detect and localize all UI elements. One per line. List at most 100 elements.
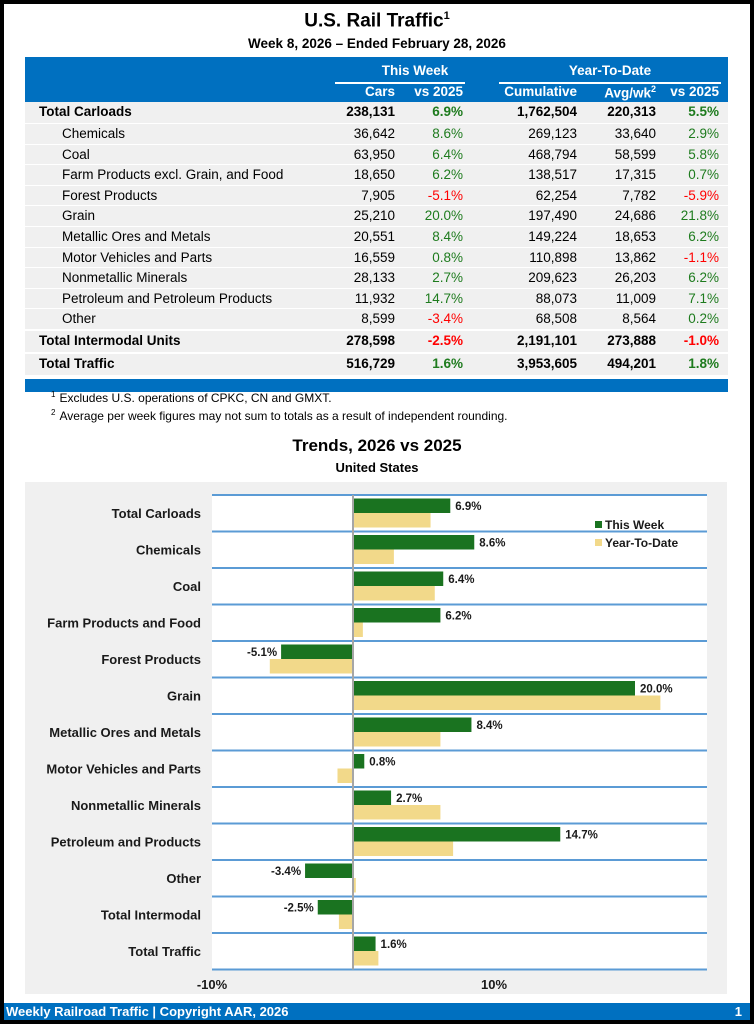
table-row: Total Carloads 238,131 6.9% 1,762,504 220,31…: [25, 102, 728, 124]
bar-this-week: [353, 535, 475, 550]
week-change-value: 20.0%: [424, 208, 463, 224]
category-label: Grain: [167, 689, 201, 704]
col-header-cumulative: Cumulative: [504, 84, 577, 99]
table-row: Other 8,599 -3.4% 68,508 8,564 0.2%: [25, 309, 728, 330]
category-label: Total Carloads: [112, 506, 201, 521]
footnote-mark: 2: [51, 408, 56, 417]
category-label: Forest Products: [101, 652, 201, 667]
avg-week-value: 18,653: [614, 228, 656, 244]
avg-week-value: 26,203: [614, 270, 656, 286]
data-label: 14.7%: [565, 830, 598, 842]
data-label: 8.4%: [476, 720, 502, 732]
footnote-text: Average per week figures may not sum to …: [59, 409, 508, 423]
category-label: Motor Vehicles and Parts: [46, 762, 201, 777]
bar-ytd: [337, 768, 353, 783]
bar-this-week: [353, 498, 451, 513]
bar-this-week: [281, 644, 353, 659]
cumulative-value: 468,794: [528, 146, 577, 162]
week-change-value: -2.5%: [427, 332, 463, 348]
avg-week-value: 220,313: [607, 104, 656, 119]
ytd-change-value: 0.2%: [688, 311, 719, 327]
category-label: Petroleum and Products: [51, 835, 201, 850]
group-underline: [335, 82, 465, 84]
row-label: Total Intermodal Units: [39, 332, 181, 348]
chart-panel: Total Carloads 6.9% Chemicals 8.6% Coal 6.4% F…: [25, 482, 727, 994]
avg-week-value: 8,564: [622, 311, 656, 327]
category-label: Nonmetallic Minerals: [71, 798, 201, 813]
bar-ytd: [353, 622, 363, 637]
row-label: Petroleum and Petroleum Products: [62, 290, 273, 306]
bar-ytd: [353, 586, 435, 601]
col-header-avg: Avg/wk2: [580, 84, 656, 101]
week-change-value: -3.4%: [427, 311, 463, 327]
ytd-change-value: 7.1%: [688, 290, 719, 306]
bar-ytd: [269, 659, 353, 674]
table-row: Forest Products 7,905 -5.1% 62,254 7,782 -5.9…: [25, 185, 728, 207]
table-row: Motor Vehicles and Parts 16,559 0.8% 110,89…: [25, 247, 728, 269]
cumulative-value: 149,224: [528, 228, 577, 244]
cumulative-value: 269,123: [528, 126, 577, 141]
table-row: Farm Products excl. Grain, and Food 18,65…: [25, 165, 728, 186]
legend-swatch-ytd: [595, 539, 602, 546]
page: U.S. Rail Traffic1 Week 8, 2026 – Ended …: [4, 4, 750, 1020]
bar-this-week: [353, 571, 444, 586]
week-change-value: 8.4%: [432, 228, 463, 244]
trends-bar-chart: Total Carloads 6.9% Chemicals 8.6% Coal 6.4% F…: [46, 494, 707, 992]
week-change-value: 1.6%: [432, 355, 463, 371]
cumulative-value: 197,490: [528, 208, 577, 224]
category-label: Farm Products and Food: [47, 616, 201, 631]
week-change-value: 2.7%: [432, 270, 463, 286]
bar-this-week: [353, 754, 365, 769]
page-footer: Weekly Railroad Traffic | Copyright AAR,…: [4, 1003, 750, 1020]
data-label: 8.6%: [479, 538, 505, 550]
footnote-text: Excludes U.S. operations of CPKC, CN and…: [59, 391, 332, 405]
page-subtitle: Week 8, 2026 – Ended February 28, 2026: [248, 36, 506, 51]
avg-week-value: 24,686: [614, 208, 656, 224]
data-label: 6.4%: [448, 574, 474, 586]
data-label: 20.0%: [640, 684, 673, 696]
data-label: 6.2%: [445, 611, 471, 623]
cumulative-value: 1,762,504: [516, 104, 577, 119]
ytd-change-value: 6.2%: [688, 270, 719, 286]
chart-title: Trends, 2026 vs 2025: [292, 436, 462, 455]
x-tick-label: -10%: [197, 977, 228, 992]
table-row: Grain 25,210 20.0% 197,490 24,686 21.8%: [25, 206, 728, 227]
group-header-ytd: Year-To-Date: [568, 63, 652, 78]
col-header-ytd-vs: vs 2025: [670, 84, 719, 99]
cumulative-value: 88,073: [535, 290, 577, 306]
bar-this-week: [353, 790, 392, 805]
ytd-change-value: 2.9%: [688, 126, 719, 141]
avg-week-value: 33,640: [614, 126, 656, 141]
data-label: -5.1%: [247, 647, 277, 659]
cumulative-value: 209,623: [528, 270, 577, 286]
cars-value: 20,551: [353, 228, 395, 244]
bar-this-week: [353, 681, 635, 696]
group-underline: [499, 82, 721, 84]
cumulative-value: 68,508: [535, 311, 577, 327]
cars-value: 8,599: [361, 311, 395, 327]
cars-value: 11,932: [354, 290, 395, 306]
legend-label-ytd: Year-To-Date: [605, 536, 678, 550]
legend-swatch-this-week: [595, 521, 602, 528]
week-change-value: 6.9%: [432, 104, 463, 119]
bar-ytd: [353, 805, 441, 820]
week-change-value: -5.1%: [427, 187, 463, 203]
avg-label: Avg/wk: [604, 85, 651, 101]
data-label: 6.9%: [455, 501, 481, 513]
category-label: Total Traffic: [128, 944, 201, 959]
plot-area: [212, 495, 707, 970]
category-label: Total Intermodal: [101, 908, 201, 923]
bar-this-week: [317, 900, 353, 915]
ytd-change-value: -5.9%: [683, 187, 719, 203]
footer-text: Weekly Railroad Traffic | Copyright AAR,…: [6, 1004, 289, 1019]
col-header-week-vs: vs 2025: [414, 84, 463, 99]
cumulative-value: 2,191,101: [516, 332, 577, 348]
page-title: U.S. Rail Traffic1: [4, 10, 750, 32]
avg-week-value: 17,315: [614, 167, 656, 183]
avg-footnote-mark: 2: [650, 84, 656, 94]
ytd-change-value: -1.0%: [683, 332, 719, 348]
cumulative-value: 110,898: [529, 249, 577, 265]
bar-ytd: [353, 841, 454, 856]
data-label: 1.6%: [381, 939, 407, 951]
cars-value: 28,133: [353, 270, 395, 286]
